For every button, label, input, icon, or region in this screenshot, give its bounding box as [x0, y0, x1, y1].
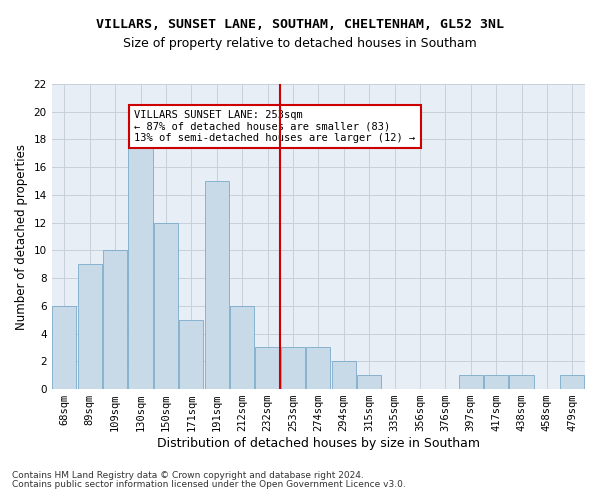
Bar — [128, 140, 152, 389]
Bar — [560, 375, 584, 389]
Bar — [77, 264, 102, 389]
Bar — [154, 222, 178, 389]
Bar — [357, 375, 381, 389]
Text: VILLARS, SUNSET LANE, SOUTHAM, CHELTENHAM, GL52 3NL: VILLARS, SUNSET LANE, SOUTHAM, CHELTENHA… — [96, 18, 504, 30]
Bar — [332, 362, 356, 389]
Y-axis label: Number of detached properties: Number of detached properties — [15, 144, 28, 330]
Bar — [458, 375, 483, 389]
Bar — [103, 250, 127, 389]
Bar — [281, 348, 305, 389]
Bar — [256, 348, 280, 389]
Bar — [52, 306, 76, 389]
Bar — [509, 375, 533, 389]
Bar — [179, 320, 203, 389]
Bar — [205, 181, 229, 389]
Text: Contains HM Land Registry data © Crown copyright and database right 2024.: Contains HM Land Registry data © Crown c… — [12, 471, 364, 480]
Bar — [306, 348, 331, 389]
Text: Contains public sector information licensed under the Open Government Licence v3: Contains public sector information licen… — [12, 480, 406, 489]
Bar — [484, 375, 508, 389]
X-axis label: Distribution of detached houses by size in Southam: Distribution of detached houses by size … — [157, 437, 480, 450]
Text: Size of property relative to detached houses in Southam: Size of property relative to detached ho… — [123, 38, 477, 51]
Bar — [230, 306, 254, 389]
Text: VILLARS SUNSET LANE: 253sqm
← 87% of detached houses are smaller (83)
13% of sem: VILLARS SUNSET LANE: 253sqm ← 87% of det… — [134, 110, 416, 143]
